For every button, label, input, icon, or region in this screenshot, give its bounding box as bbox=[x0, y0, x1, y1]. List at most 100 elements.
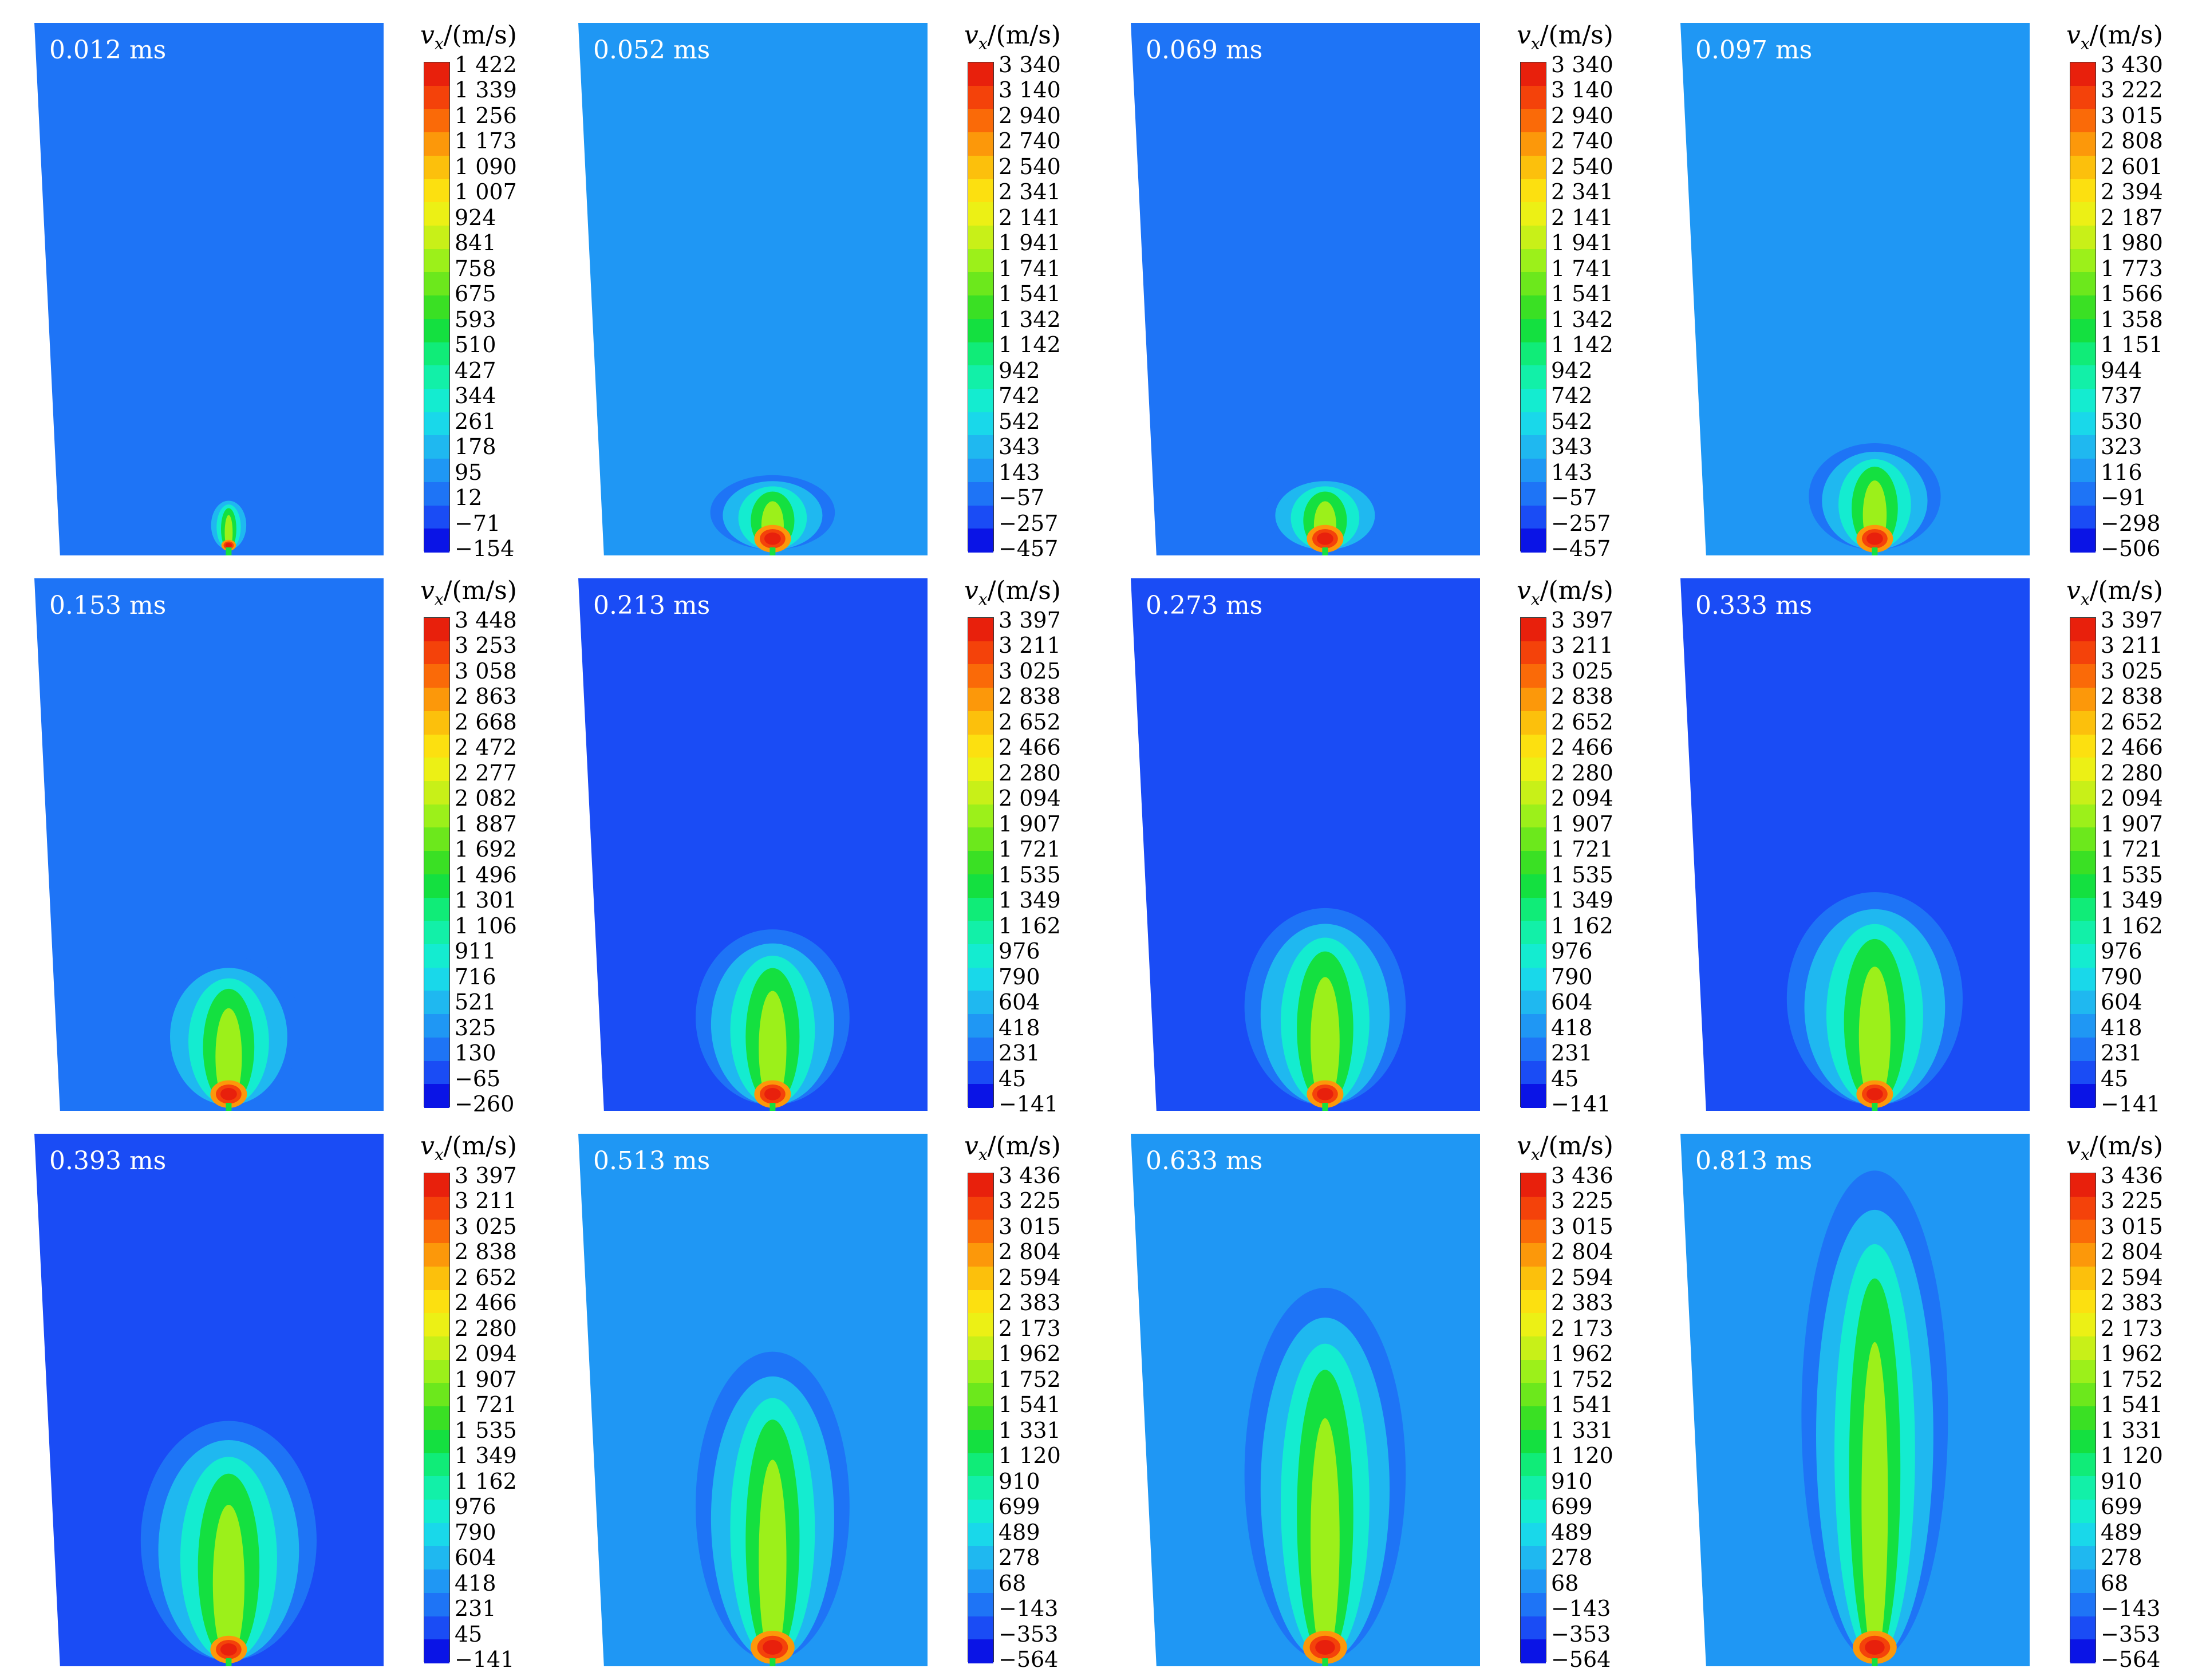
colorbar-segment bbox=[2070, 132, 2096, 156]
colorbar-tick-label: 1 692 bbox=[455, 837, 517, 862]
colorbar-segment bbox=[1521, 664, 1546, 689]
colorbar-tick-label: −257 bbox=[1551, 510, 1611, 536]
colorbar-tick-label: −457 bbox=[1551, 536, 1611, 561]
colorbar-tick-label: 976 bbox=[1551, 938, 1593, 964]
colorbar-tick-label: 1 907 bbox=[1551, 811, 1613, 837]
colorbar-segment bbox=[2070, 1546, 2096, 1571]
colorbar-segment bbox=[2070, 1592, 2096, 1617]
colorbar-tick-label: 1 962 bbox=[2101, 1341, 2163, 1367]
colorbar-tick-label: 790 bbox=[455, 1519, 496, 1545]
colorbar-tick-label: −143 bbox=[2101, 1596, 2161, 1622]
velocity-domain bbox=[578, 23, 928, 555]
colorbar-tick-label: 2 838 bbox=[1551, 684, 1613, 709]
panel-t-0012: 0.012 ms vx/(m/s) 1 422 1 339 1 256 1 173 1 09… bbox=[34, 21, 544, 567]
nozzle bbox=[1872, 1658, 1878, 1666]
colorbar-tick-label: 3 225 bbox=[999, 1188, 1061, 1214]
nozzle bbox=[1322, 1658, 1328, 1666]
colorbar-segment bbox=[968, 664, 993, 689]
colorbar-tick-label: 790 bbox=[999, 964, 1040, 989]
colorbar-segment bbox=[2070, 1196, 2096, 1221]
colorbar-tick-label: 699 bbox=[999, 1494, 1040, 1520]
colorbar-segment bbox=[1521, 202, 1546, 226]
colorbar-tick-label: 604 bbox=[455, 1545, 496, 1571]
colorbar-segment bbox=[1521, 1289, 1546, 1314]
colorbar-tick-label: 68 bbox=[999, 1570, 1027, 1596]
colorbar bbox=[968, 62, 994, 553]
colorbar-tick-label: −154 bbox=[455, 536, 515, 561]
colorbar-segment bbox=[1521, 711, 1546, 735]
colorbar-tick-label: −257 bbox=[999, 510, 1059, 536]
colorbar-tick-label: 3 397 bbox=[455, 1163, 517, 1188]
colorbar-segment bbox=[2070, 249, 2096, 273]
colorbar-tick-label: −564 bbox=[1551, 1647, 1611, 1672]
colorbar-tick-label: 3 436 bbox=[999, 1163, 1061, 1188]
colorbar-tick-label: 1 980 bbox=[2101, 230, 2163, 256]
colorbar-segment bbox=[968, 1592, 993, 1617]
colorbar-segment bbox=[968, 482, 993, 506]
colorbar-segment bbox=[424, 155, 449, 180]
panel-t-0393: 0.393 ms vx/(m/s) 3 397 3 211 3 025 2 838 2 65… bbox=[34, 1131, 544, 1678]
colorbar-tick-label: −564 bbox=[2101, 1647, 2161, 1672]
colorbar-segment bbox=[424, 1453, 449, 1477]
colorbar-segment bbox=[424, 62, 449, 86]
colorbar-segment bbox=[2070, 412, 2096, 436]
nozzle-core-2 bbox=[763, 1640, 783, 1655]
colorbar-segment bbox=[1521, 1037, 1546, 1062]
colorbar-tick-label: 2 594 bbox=[1551, 1264, 1613, 1290]
colorbar-tick-label: 1 887 bbox=[455, 811, 517, 837]
colorbar-segment bbox=[1521, 1429, 1546, 1454]
colorbar-tick-label: 45 bbox=[999, 1066, 1027, 1091]
colorbar-tick-label: 542 bbox=[1551, 408, 1593, 434]
colorbar-segment bbox=[968, 897, 993, 922]
contour-field bbox=[34, 1134, 384, 1666]
colorbar-segment bbox=[424, 1523, 449, 1547]
colorbar-segment bbox=[1521, 1336, 1546, 1360]
nozzle-core-2 bbox=[1866, 1088, 1883, 1101]
colorbar-tick-label: 790 bbox=[1551, 964, 1593, 989]
colorbar-tick-label: 2 277 bbox=[455, 760, 517, 786]
colorbar-tick-label: 278 bbox=[2101, 1545, 2142, 1571]
colorbar-tick-label: 325 bbox=[455, 1015, 496, 1040]
colorbar-segment bbox=[2070, 1476, 2096, 1500]
colorbar-tick-label: 910 bbox=[2101, 1468, 2142, 1494]
colorbar-tick-label: 2 594 bbox=[2101, 1264, 2163, 1290]
colorbar-segment bbox=[424, 688, 449, 712]
contour-field bbox=[578, 1134, 928, 1666]
colorbar-segment bbox=[2070, 1014, 2096, 1038]
colorbar-tick-label: 3 225 bbox=[2101, 1188, 2163, 1214]
colorbar-tick-label: 604 bbox=[1551, 989, 1593, 1015]
colorbar-segment bbox=[424, 505, 449, 530]
colorbar-segment bbox=[1521, 1014, 1546, 1038]
colorbar-tick-label: 1 162 bbox=[455, 1468, 517, 1494]
colorbar-tick-label: 231 bbox=[1551, 1040, 1593, 1066]
colorbar-tick-label: −298 bbox=[2101, 510, 2161, 536]
colorbar-segment bbox=[2070, 1359, 2096, 1384]
colorbar-segment bbox=[968, 851, 993, 875]
colorbar-tick-label: 1 162 bbox=[1551, 913, 1613, 938]
colorbar-tick-label: 2 466 bbox=[455, 1290, 517, 1316]
colorbar-tick-label: 3 140 bbox=[1551, 77, 1613, 103]
colorbar-tick-label: 790 bbox=[2101, 964, 2142, 989]
colorbar-tick-label: 3 211 bbox=[1551, 633, 1613, 658]
colorbar-segment bbox=[968, 1523, 993, 1547]
colorbar-segment bbox=[2070, 295, 2096, 320]
colorbar-segment bbox=[2070, 804, 2096, 829]
colorbar-segment bbox=[2070, 226, 2096, 250]
colorbar-segment bbox=[424, 1639, 449, 1663]
colorbar-tick-label: 261 bbox=[455, 408, 496, 434]
colorbar-tick-label: 3 025 bbox=[2101, 658, 2163, 684]
colorbar-tick-label: 3 211 bbox=[999, 633, 1061, 658]
colorbar-segment bbox=[968, 1476, 993, 1500]
colorbar-segment bbox=[968, 1196, 993, 1221]
colorbar-tick-label: 2 740 bbox=[999, 128, 1061, 154]
colorbar bbox=[968, 1173, 994, 1663]
colorbar-tick-label: 2 466 bbox=[2101, 735, 2163, 760]
time-label: 0.052 ms bbox=[593, 36, 711, 65]
colorbar-segment bbox=[1521, 85, 1546, 110]
colorbar-tick-label: 489 bbox=[1551, 1519, 1593, 1545]
colorbar-segment bbox=[424, 389, 449, 413]
colorbar-segment bbox=[1521, 179, 1546, 203]
colorbar-tick-label: 231 bbox=[999, 1040, 1040, 1066]
colorbar-segment bbox=[2070, 1336, 2096, 1360]
colorbar-segment bbox=[424, 1406, 449, 1430]
